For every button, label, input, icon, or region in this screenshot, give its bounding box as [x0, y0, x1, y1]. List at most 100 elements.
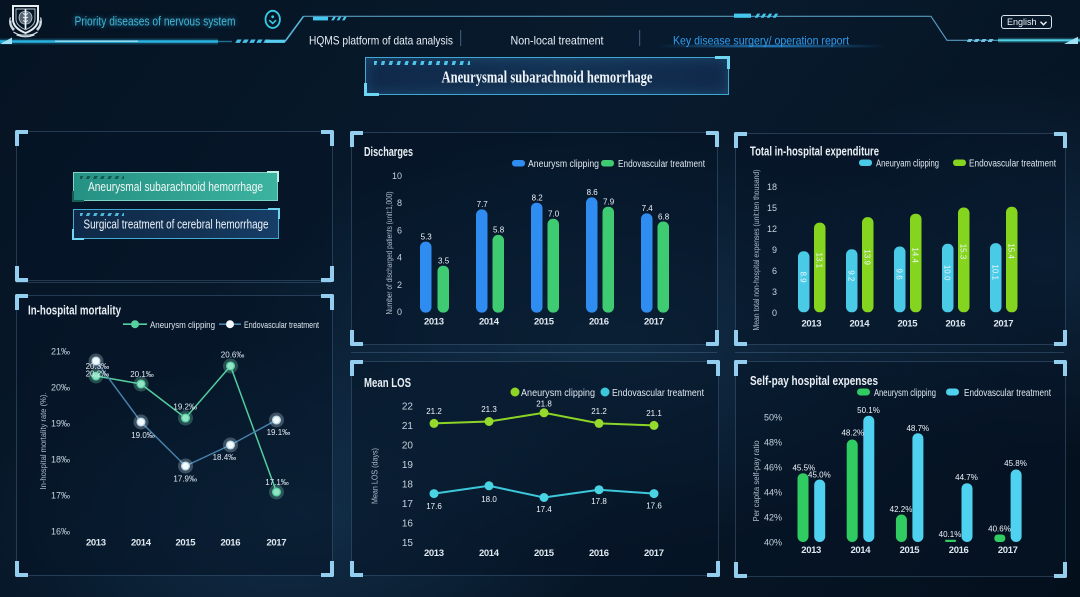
svg-text:Aneurysmal subarachnoid hemorr: Aneurysmal subarachnoid hemorrhage — [88, 180, 263, 194]
svg-text:Aneuryam clipping: Aneuryam clipping — [876, 159, 939, 170]
svg-text:12: 12 — [767, 224, 777, 234]
svg-text:5.8: 5.8 — [493, 226, 505, 235]
svg-text:Key disease surgery/ operation: Key disease surgery/ operation report — [673, 34, 850, 48]
svg-text:9.6: 9.6 — [895, 269, 904, 281]
svg-text:2013: 2013 — [802, 319, 822, 330]
svg-text:Non-local treatment: Non-local treatment — [511, 34, 605, 48]
svg-text:Total in-hospital expenditure: Total in-hospital expenditure — [750, 145, 879, 159]
svg-text:2014: 2014 — [479, 548, 500, 559]
svg-text:21.2: 21.2 — [426, 407, 442, 416]
svg-text:2016: 2016 — [946, 319, 966, 330]
svg-text:20‰: 20‰ — [51, 383, 70, 393]
svg-text:3: 3 — [772, 287, 777, 297]
svg-text:2016: 2016 — [949, 545, 969, 556]
svg-text:2015: 2015 — [900, 545, 921, 556]
svg-text:10.0: 10.0 — [943, 265, 952, 281]
svg-text:19.0‰: 19.0‰ — [131, 431, 155, 440]
svg-text:40.1%: 40.1% — [939, 530, 962, 539]
svg-text:0: 0 — [772, 308, 777, 318]
svg-text:15: 15 — [767, 203, 777, 213]
svg-text:16‰: 16‰ — [51, 527, 70, 537]
svg-text:21.1: 21.1 — [646, 409, 662, 418]
svg-text:45.5%: 45.5% — [792, 464, 815, 473]
svg-text:2013: 2013 — [424, 316, 444, 327]
svg-text:48%: 48% — [764, 438, 782, 448]
svg-text:2014: 2014 — [479, 316, 500, 327]
svg-text:2014: 2014 — [131, 538, 152, 549]
svg-text:18.4‰: 18.4‰ — [213, 453, 237, 462]
svg-text:Aneurysm clipping: Aneurysm clipping — [521, 388, 595, 399]
svg-text:Endovascular treatment: Endovascular treatment — [964, 388, 1051, 399]
svg-text:8.2: 8.2 — [532, 194, 544, 203]
svg-text:3.5: 3.5 — [438, 257, 450, 266]
svg-text:9.2: 9.2 — [847, 270, 856, 282]
svg-text:Per capita self-pay ratio: Per capita self-pay ratio — [751, 440, 761, 521]
svg-text:20: 20 — [402, 441, 414, 452]
svg-text:Endovascular treatment: Endovascular treatment — [244, 320, 319, 331]
svg-text:2013: 2013 — [86, 538, 106, 549]
svg-text:42%: 42% — [764, 513, 782, 523]
svg-text:20.3‰: 20.3‰ — [86, 362, 110, 371]
svg-text:2013: 2013 — [424, 548, 444, 559]
svg-text:17.1‰: 17.1‰ — [265, 478, 289, 487]
svg-text:44.7%: 44.7% — [955, 473, 978, 482]
svg-text:19.1‰: 19.1‰ — [267, 428, 291, 437]
svg-text:Aneurysm clipping: Aneurysm clipping — [528, 159, 599, 170]
svg-text:2016: 2016 — [589, 548, 609, 559]
svg-text:17.8: 17.8 — [591, 497, 607, 506]
svg-text:48.2%: 48.2% — [841, 429, 864, 438]
svg-text:19.2‰: 19.2‰ — [173, 403, 197, 412]
svg-text:15: 15 — [402, 538, 414, 549]
svg-text:Mean LOS: Mean LOS — [364, 376, 411, 390]
svg-text:Aneurysmal subarachnoid hemorr: Aneurysmal subarachnoid hemorrhage — [442, 67, 653, 86]
svg-text:19: 19 — [402, 460, 414, 471]
svg-text:40%: 40% — [764, 538, 782, 548]
svg-text:Number of discharged patients: Number of discharged patients (unit:1,00… — [384, 191, 394, 314]
svg-text:18.0: 18.0 — [481, 495, 497, 504]
svg-text:17.4: 17.4 — [536, 505, 552, 514]
svg-text:46%: 46% — [764, 463, 782, 473]
svg-text:In-hospital mortality: In-hospital mortality — [28, 304, 121, 318]
svg-text:HQMS platform of data analysis: HQMS platform of data analysis — [309, 34, 453, 48]
svg-text:Priority diseases of nervous s: Priority diseases of nervous system — [75, 15, 236, 29]
svg-text:44%: 44% — [764, 488, 782, 498]
svg-text:2015: 2015 — [534, 548, 555, 559]
svg-text:2: 2 — [397, 280, 402, 290]
svg-text:40.6%: 40.6% — [988, 525, 1011, 534]
svg-text:6: 6 — [397, 225, 402, 235]
svg-text:In-hospital mortality rate (%): In-hospital mortality rate (%). — [39, 393, 48, 490]
svg-text:45.0%: 45.0% — [808, 471, 831, 480]
svg-text:50.1%: 50.1% — [857, 406, 880, 415]
svg-text:7.7: 7.7 — [477, 200, 489, 209]
svg-text:2015: 2015 — [534, 316, 555, 327]
svg-text:4: 4 — [397, 253, 402, 263]
svg-text:2017: 2017 — [998, 545, 1018, 556]
svg-text:21.8: 21.8 — [536, 400, 552, 409]
svg-text:18: 18 — [402, 480, 414, 491]
svg-text:13.1: 13.1 — [815, 253, 824, 269]
svg-text:10.1: 10.1 — [991, 264, 1000, 280]
svg-text:50%: 50% — [764, 413, 782, 423]
svg-text:15.3: 15.3 — [959, 244, 968, 260]
svg-text:18: 18 — [767, 182, 777, 192]
svg-text:2017: 2017 — [644, 316, 664, 327]
svg-text:Discharges: Discharges — [364, 145, 413, 159]
svg-text:Mean total non-hospital expens: Mean total non-hospital expenses (unit:t… — [751, 169, 761, 330]
svg-text:7.4: 7.4 — [642, 204, 654, 213]
svg-text:7.9: 7.9 — [603, 198, 615, 207]
svg-text:48.7%: 48.7% — [906, 424, 929, 433]
svg-text:21.2: 21.2 — [591, 407, 607, 416]
svg-text:Aneurysm clipping: Aneurysm clipping — [150, 320, 215, 331]
svg-text:42.2%: 42.2% — [890, 505, 913, 514]
svg-text:18‰: 18‰ — [51, 455, 70, 465]
svg-text:21: 21 — [402, 421, 414, 432]
svg-text:19‰: 19‰ — [51, 419, 70, 429]
svg-text:2013: 2013 — [801, 545, 821, 556]
svg-text:16: 16 — [402, 519, 414, 530]
svg-text:2016: 2016 — [589, 316, 609, 327]
svg-text:22: 22 — [402, 402, 414, 413]
svg-text:45.8%: 45.8% — [1004, 459, 1027, 468]
svg-text:13.9: 13.9 — [863, 249, 872, 265]
svg-text:Endovascular treatment: Endovascular treatment — [612, 388, 704, 399]
svg-text:15.4: 15.4 — [1007, 243, 1016, 259]
